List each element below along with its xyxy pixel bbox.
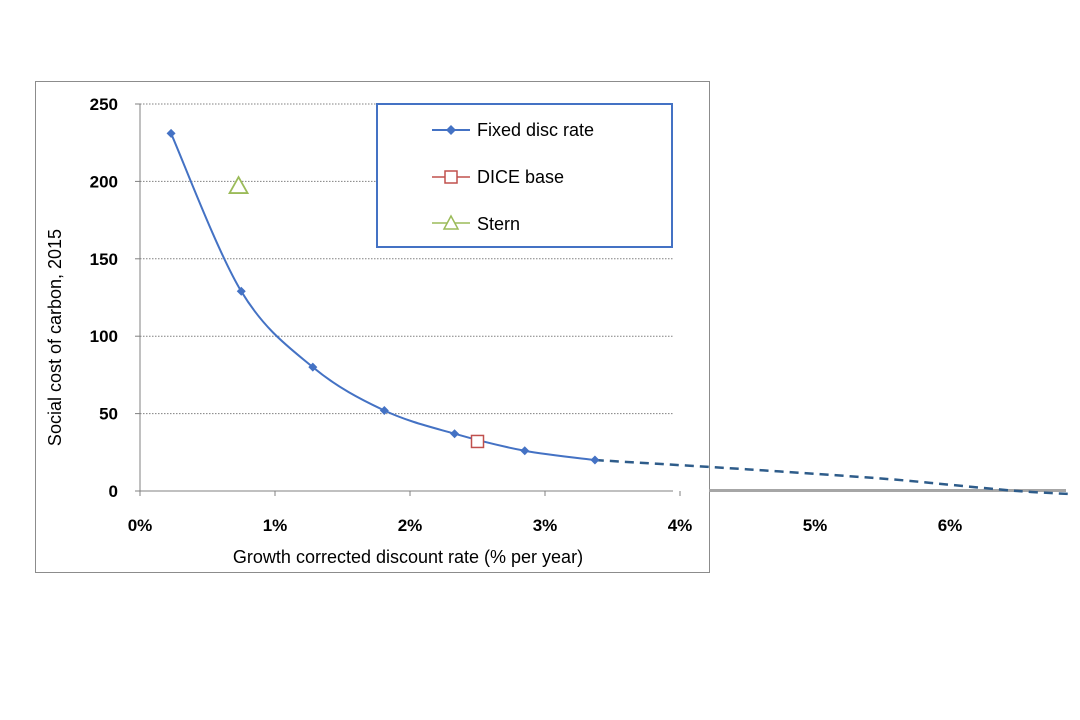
point-fixed-disc-rate-0 [166,128,176,138]
point-fixed-disc-rate-6 [590,455,600,465]
y-tick-label-100: 100 [90,327,118,346]
x-tick-label-0: 0% [128,516,153,535]
y-tick-label-50: 50 [99,405,118,424]
y-tick-label-150: 150 [90,250,118,269]
triangle-marker-icon [442,214,460,230]
y-axis-title: Social cost of carbon, 2015 [45,229,65,446]
x-tick-label-4: 4% [668,516,693,535]
y-tick-label-200: 200 [90,172,118,191]
point-dice-base-0 [470,434,485,449]
legend-item-dice-base: DICE base [432,167,564,187]
legend: Fixed disc rate DICE base Stern [376,103,673,248]
point-fixed-disc-rate-2 [308,362,318,372]
point-stern-0 [228,175,250,194]
x-tick-label-5: 5% [803,516,828,535]
x-tick-label-6: 6% [938,516,963,535]
x-tick-label-3: 3% [533,516,558,535]
legend-label-fixed-disc-rate: Fixed disc rate [477,120,594,140]
diamond-marker-icon [446,125,456,135]
label-layer: 0 50 100 150 200 250 0% 1% 2% 3% 4% 5% 6% Growth corr… [45,95,962,567]
x-tick-label-1: 1% [263,516,288,535]
extrapolation-layer [594,458,1072,496]
legend-label-stern: Stern [477,214,520,234]
square-marker-icon [444,170,458,184]
point-fixed-disc-rate-5 [520,446,530,456]
point-fixed-disc-rate-4 [450,429,460,439]
y-tick-label-250: 250 [90,95,118,114]
x-axis-title: Growth corrected discount rate (% per ye… [233,547,583,567]
legend-item-stern: Stern [432,214,520,234]
y-tick-label-0: 0 [109,482,118,501]
extrapolation-line [594,458,1072,496]
x-tick-label-2: 2% [398,516,423,535]
legend-box [376,103,673,248]
legend-label-dice-base: DICE base [477,167,564,187]
legend-item-fixed-disc-rate: Fixed disc rate [432,120,594,140]
series-layer [166,128,600,465]
point-fixed-disc-rate-3 [379,406,389,416]
point-fixed-disc-rate-1 [236,286,246,296]
